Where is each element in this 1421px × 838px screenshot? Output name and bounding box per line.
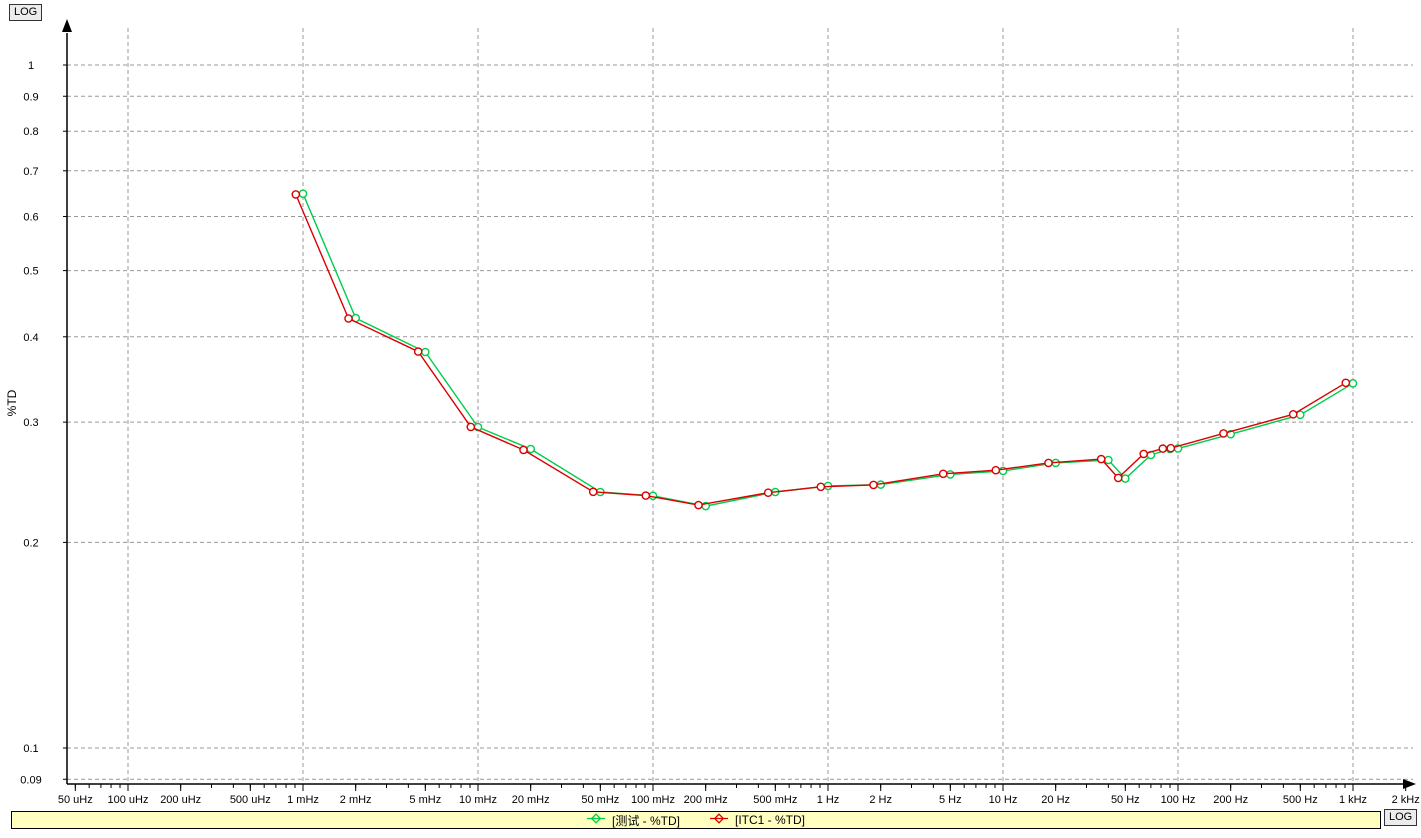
svg-text:200 uHz: 200 uHz xyxy=(160,794,201,806)
legend-label-test: [测试 - %TD] xyxy=(611,813,680,828)
svg-text:50 mHz: 50 mHz xyxy=(581,794,619,806)
svg-text:50 uHz: 50 uHz xyxy=(58,794,93,806)
svg-text:0.6: 0.6 xyxy=(23,212,38,224)
svg-text:0.5: 0.5 xyxy=(23,266,38,278)
green-diamond-marker-icon xyxy=(586,813,605,827)
svg-text:1 Hz: 1 Hz xyxy=(817,794,840,806)
x-axis-log-scale-button[interactable]: LOG xyxy=(1384,809,1418,826)
svg-text:10 mHz: 10 mHz xyxy=(459,794,497,806)
svg-text:1 mHz: 1 mHz xyxy=(287,794,319,806)
svg-text:5 Hz: 5 Hz xyxy=(939,794,962,806)
svg-text:500 Hz: 500 Hz xyxy=(1283,794,1318,806)
svg-text:0.3: 0.3 xyxy=(23,417,38,429)
svg-text:0.1: 0.1 xyxy=(23,743,38,755)
svg-text:100 mHz: 100 mHz xyxy=(631,794,675,806)
svg-text:0.7: 0.7 xyxy=(23,166,38,178)
svg-text:0.4: 0.4 xyxy=(23,332,38,344)
gridlines xyxy=(67,28,1413,784)
svg-text:5 mHz: 5 mHz xyxy=(409,794,441,806)
svg-text:1 kHz: 1 kHz xyxy=(1339,794,1367,806)
svg-text:0.09: 0.09 xyxy=(20,774,41,786)
axes: 1 0.9 0.8 0.7 0.6 0.5 0.4 0.3 0.2 0.1 0.09 50 uHz 10… xyxy=(20,19,1420,806)
svg-text:200 mHz: 200 mHz xyxy=(684,794,728,806)
legend-item-itc1: [ITC1 - %TD] xyxy=(709,813,805,827)
svg-text:2 Hz: 2 Hz xyxy=(869,794,892,806)
svg-text:20 mHz: 20 mHz xyxy=(512,794,550,806)
svg-text:0.8: 0.8 xyxy=(23,126,38,138)
red-diamond-marker-icon xyxy=(709,813,728,827)
legend-bar: [测试 - %TD] [ITC1 - %TD] xyxy=(11,811,1381,829)
svg-text:2 kHz: 2 kHz xyxy=(1392,794,1420,806)
svg-text:20 Hz: 20 Hz xyxy=(1041,794,1070,806)
svg-text:200 Hz: 200 Hz xyxy=(1213,794,1248,806)
svg-text:1: 1 xyxy=(28,60,34,72)
svg-text:100 uHz: 100 uHz xyxy=(108,794,149,806)
legend-label-itc1: [ITC1 - %TD] xyxy=(734,813,805,827)
series-ITC1 - %TD xyxy=(291,190,1351,510)
svg-text:0.2: 0.2 xyxy=(23,537,38,549)
legend-item-test: [测试 - %TD] xyxy=(586,812,680,829)
svg-text:10 Hz: 10 Hz xyxy=(989,794,1018,806)
svg-text:500 mHz: 500 mHz xyxy=(753,794,797,806)
svg-text:100 Hz: 100 Hz xyxy=(1161,794,1196,806)
svg-text:0.9: 0.9 xyxy=(23,91,38,103)
y-axis-log-scale-button[interactable]: LOG xyxy=(9,4,43,21)
svg-text:500 uHz: 500 uHz xyxy=(230,794,271,806)
svg-text:50 Hz: 50 Hz xyxy=(1111,794,1140,806)
svg-text:2 mHz: 2 mHz xyxy=(340,794,372,806)
